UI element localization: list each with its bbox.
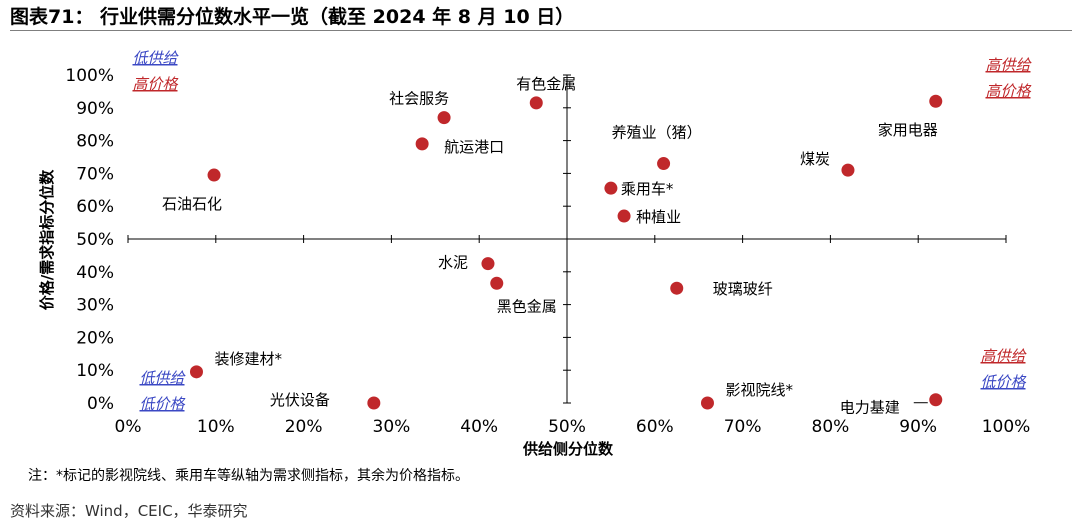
x-tick-label: 50% [548,417,586,437]
chart-axes [127,74,1007,404]
point-label: 装修建材* [214,350,282,368]
point-label: 黑色金属 [497,297,557,315]
data-point [700,396,714,410]
data-point [437,111,451,125]
scatter-chart: 0% 10% 20% 30% 40% 50% 60% 70% 80% 90% 100% 0% 10% 20… [38,49,1032,458]
x-tick-label: 0% [115,417,142,437]
x-axis-label: 供给侧分位数 [522,440,614,458]
y-tick-label: 70% [76,164,114,184]
y-tick-label: 50% [76,230,114,250]
x-tick-label: 80% [812,417,850,437]
data-point [529,96,543,110]
point-label: 影视院线* [725,381,793,399]
point-label: 社会服务 [389,90,449,108]
y-tick-label: 20% [76,328,114,348]
data-point [490,276,504,290]
point-label: 有色金属 [516,75,576,93]
x-tick-label: 30% [373,417,411,437]
y-tick-label: 100% [65,66,114,86]
point-label: 航运港口 [444,138,504,156]
data-points [189,94,943,410]
quadrant-top-right-price: 高价格 [985,82,1031,100]
data-point [657,157,671,171]
quadrant-top-right-supply: 高供给 [985,56,1032,74]
quadrant-bottom-left-supply: 低供给 [139,369,186,387]
data-point [189,365,203,379]
point-label: 乘用车* [621,180,674,198]
title-divider [10,30,1072,31]
x-tick-label: 60% [636,417,674,437]
x-tick-label: 70% [724,417,762,437]
x-tick-label: 10% [197,417,235,437]
quadrant-top-left-price: 高价格 [132,75,178,93]
data-point [929,94,943,108]
x-tick-label: 100% [982,417,1031,437]
point-label: 种植业 [636,208,681,226]
point-label: 养殖业（猪） [612,124,702,142]
point-label: 玻璃玻纤 [713,280,773,298]
point-label: 光伏设备 [270,391,330,409]
quadrant-bottom-right-supply: 高供给 [980,347,1027,365]
footnote: 注：*标记的影视院线、乘用车等纵轴为需求侧指标，其余为价格指标。 [28,468,469,484]
y-tick-label: 60% [76,197,114,217]
data-point [415,137,429,151]
data-point [207,168,221,182]
point-label: 电力基建 [840,399,900,417]
y-tick-label: 0% [87,394,114,414]
y-axis-label: 价格/需求指标分位数 [38,169,56,310]
point-label: 煤炭 [800,150,830,168]
figure-title: 图表71： 行业供需分位数水平一览（截至 2024 年 8 月 10 日） [10,6,575,28]
y-tick-label: 30% [76,296,114,316]
quadrant-bottom-left-price: 低价格 [139,395,185,413]
y-tick-label: 80% [76,132,114,152]
point-label: 水泥 [438,254,468,272]
point-label: 石油石化 [162,195,222,213]
x-tick-label: 40% [460,417,498,437]
data-point [670,281,684,295]
quadrant-top-left-supply: 低供给 [132,49,179,67]
x-tick-label: 90% [899,417,937,437]
data-point [367,396,381,410]
data-point [617,209,631,223]
data-point [929,393,943,407]
x-tick-label: 20% [285,417,323,437]
data-point [841,163,855,177]
quadrant-bottom-right-price: 低价格 [980,373,1026,391]
source-note: 资料来源：Wind，CEIC，华泰研究 [10,502,248,520]
y-tick-label: 40% [76,263,114,283]
y-tick-label: 10% [76,361,114,381]
tick-labels: 0% 10% 20% 30% 40% 50% 60% 70% 80% 90% 100% 0% 10% 20… [65,66,1030,437]
data-point [604,181,618,195]
data-point [481,257,495,271]
y-tick-label: 90% [76,99,114,119]
point-label: 家用电器 [878,121,938,139]
